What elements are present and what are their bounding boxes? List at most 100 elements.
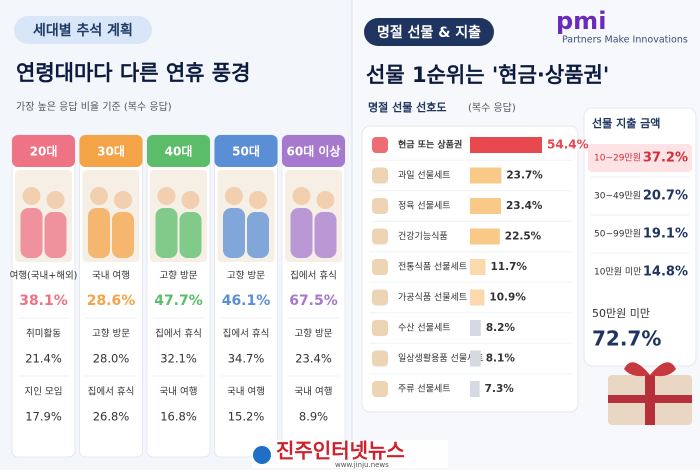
category-label: 주류 선물세트 <box>398 384 451 395</box>
category-label: 과일 선물세트 <box>398 170 451 181</box>
footer-name: 진주인터넷뉴스 <box>276 439 405 463</box>
value-label: 8.2% <box>486 322 516 334</box>
chart-subtitle: (복수 응답) <box>468 102 516 114</box>
plan-label: 고향 방문 <box>295 328 333 340</box>
age-label: 50대 <box>232 145 260 159</box>
footer-bg <box>252 440 448 468</box>
spending-label: 50~99만원 <box>594 229 641 240</box>
plan-label: 취미활동 <box>26 328 61 340</box>
plan-label: 고향 방문 <box>160 270 198 282</box>
category-label: 현금 또는 상품권 <box>398 139 462 151</box>
bar <box>470 167 502 184</box>
value-label: 23.7% <box>506 170 543 182</box>
plan-label: 여행(국내+해외) <box>10 270 78 282</box>
plan-value: 67.5% <box>289 293 338 309</box>
plan-label: 국내 여행 <box>160 386 198 398</box>
category-icon <box>372 137 388 153</box>
person-head <box>90 187 108 205</box>
person-body <box>20 208 43 258</box>
spending-value: 20.7% <box>643 189 688 204</box>
plan-label: 국내 여행 <box>227 386 265 398</box>
age-card-header <box>147 135 210 167</box>
spending-label: 10만원 미만 <box>594 267 641 278</box>
value-label: 22.5% <box>505 231 542 243</box>
age-card-header <box>214 135 278 167</box>
footer-url: www.jinju.news <box>335 461 389 469</box>
person-head <box>225 187 243 205</box>
right-badge: 명절 선물 & 지출 <box>377 24 481 41</box>
plan-label: 지인 모임 <box>25 386 63 398</box>
plan-value: 38.1% <box>19 293 68 309</box>
plan-label: 집에서 휴식 <box>290 270 337 282</box>
plan-value: 26.8% <box>93 410 130 424</box>
person-body <box>112 212 134 258</box>
plan-label: 고향 방문 <box>227 270 265 282</box>
plan-label: 집에서 휴식 <box>155 328 202 340</box>
spending-summary-value: 72.7% <box>592 327 661 351</box>
person-head <box>46 191 65 209</box>
person-head <box>22 187 41 205</box>
plan-label: 고향 방문 <box>92 328 130 340</box>
footer-icon <box>253 446 271 464</box>
plan-label: 집에서 휴식 <box>223 328 270 340</box>
age-card-header <box>282 135 345 167</box>
person-body <box>247 212 269 258</box>
age-card-header <box>12 135 75 167</box>
age-label: 30대 <box>97 145 125 159</box>
value-label: 10.9% <box>489 292 526 304</box>
category-icon <box>372 198 388 214</box>
left-title: 연령대마다 다른 연휴 풍경 <box>16 61 250 85</box>
category-icon <box>372 259 388 275</box>
spending-label: 30~49만원 <box>594 191 641 202</box>
person-head <box>249 191 267 209</box>
value-label: 7.3% <box>485 383 515 395</box>
person-head <box>316 191 335 209</box>
bar <box>470 381 480 397</box>
category-label: 수산 선물세트 <box>398 323 451 334</box>
person-body <box>88 208 110 258</box>
right-title: 선물 1순위는 '현금·상품권' <box>366 63 609 87</box>
bar <box>470 350 481 367</box>
spending-title: 선물 지출 금액 <box>592 116 660 130</box>
person-body <box>223 208 245 258</box>
gift-illustration <box>608 362 692 425</box>
bar <box>470 320 481 336</box>
age-card-header <box>79 135 143 167</box>
age-label: 40대 <box>165 145 193 159</box>
category-label: 전통식품 선물세트 <box>398 262 467 273</box>
spending-value: 19.1% <box>643 227 688 242</box>
person-head <box>181 191 200 209</box>
person-body <box>155 208 178 258</box>
value-label: 11.7% <box>490 261 527 273</box>
plan-value: 23.4% <box>295 352 332 366</box>
value-label: 8.1% <box>486 353 516 365</box>
value-label: 54.4% <box>547 138 589 152</box>
plan-label: 집에서 휴식 <box>88 386 135 398</box>
plan-value: 46.1% <box>222 293 271 309</box>
category-label: 일상생활용품 선물세트 <box>398 352 484 364</box>
left-badge-bg <box>14 16 152 44</box>
plan-value: 28.6% <box>87 293 136 309</box>
logo-mark: pmi <box>556 7 606 35</box>
age-label: 60대 이상 <box>287 144 341 159</box>
bar <box>470 198 501 214</box>
plan-value: 21.4% <box>25 352 62 366</box>
category-icon <box>372 167 388 184</box>
left-note: 가장 높은 응답 비율 기준 (복수 응답) <box>16 101 172 113</box>
left-badge: 세대별 추석 계획 <box>33 22 133 39</box>
plan-value: 47.7% <box>154 293 203 309</box>
person-head <box>114 191 132 209</box>
spending-summary-label: 50만원 미만 <box>592 307 650 320</box>
bar <box>470 259 486 275</box>
category-icon <box>372 320 388 336</box>
plan-value: 17.9% <box>25 410 62 424</box>
plan-value: 15.2% <box>228 410 265 424</box>
plan-label: 국내 여행 <box>92 270 130 282</box>
category-icon <box>372 381 388 397</box>
plan-value: 28.0% <box>93 352 130 366</box>
bar <box>470 289 485 306</box>
person-body <box>314 212 337 258</box>
right-badge-bg <box>364 18 494 46</box>
